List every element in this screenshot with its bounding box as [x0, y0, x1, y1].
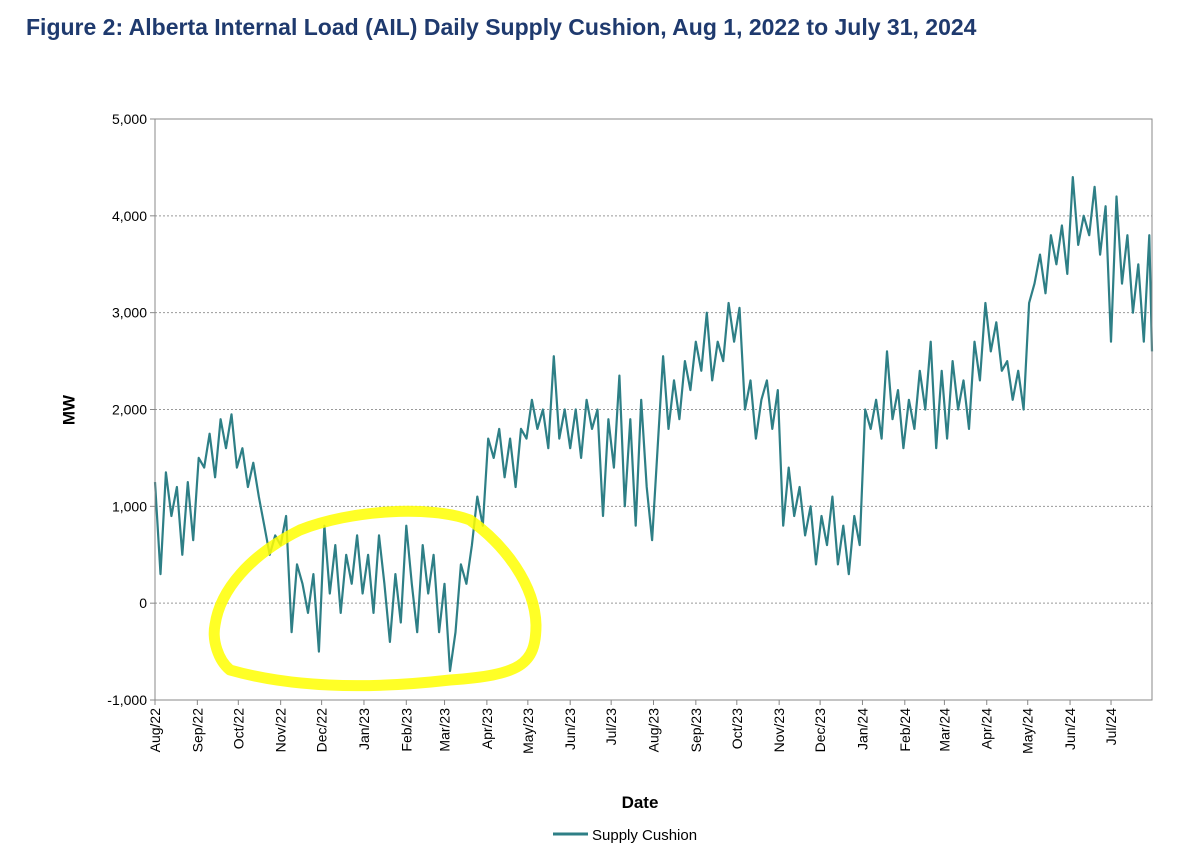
y-tick-label: 0	[139, 595, 147, 611]
y-tick-label: 4,000	[112, 208, 147, 224]
x-tick-label: Oct/22	[230, 708, 246, 749]
series-layer	[153, 176, 1154, 673]
x-axis-ticks: Aug/22 Sep/22 Oct/22 Nov/22 Dec/22 Jan/23 Feb/…	[147, 700, 1119, 754]
x-tick-label: May/23	[520, 708, 536, 754]
figure-title: Figure 2: Alberta Internal Load (AIL) Da…	[26, 14, 977, 40]
series-line-supply-cushion	[153, 176, 1154, 673]
x-tick-label: Jul/23	[603, 708, 619, 746]
y-axis-title: MW	[59, 394, 78, 425]
y-tick-label: 2,000	[112, 402, 147, 418]
gridlines	[155, 215, 1152, 604]
y-tick-label: -1,000	[107, 692, 147, 708]
x-tick-label: Oct/23	[729, 708, 745, 749]
x-tick-label: Mar/24	[936, 708, 952, 752]
plot-area-frame	[154, 118, 1153, 701]
highlight-circle	[208, 505, 542, 692]
x-tick-label: May/24	[1020, 708, 1036, 754]
legend: Supply Cushion	[553, 827, 697, 844]
y-tick-label: 3,000	[112, 305, 147, 321]
x-tick-label: Jan/23	[356, 708, 372, 750]
x-tick-label: Dec/22	[314, 708, 330, 753]
x-tick-label: Sep/23	[688, 708, 704, 753]
legend-label: Supply Cushion	[592, 827, 697, 844]
x-tick-label: Aug/22	[147, 708, 163, 753]
x-tick-label: Dec/23	[812, 708, 828, 753]
x-tick-label: Nov/22	[273, 708, 289, 753]
x-tick-label: Jun/24	[1062, 708, 1078, 750]
x-tick-label: Feb/24	[897, 708, 913, 752]
highlight-annotation	[208, 505, 542, 692]
x-tick-label: Aug/23	[646, 708, 662, 753]
y-tick-label: 5,000	[112, 111, 147, 127]
x-tick-label: Apr/23	[479, 708, 495, 749]
x-tick-label: Jun/23	[562, 708, 578, 750]
x-tick-label: Apr/24	[979, 708, 995, 749]
x-tick-label: Mar/23	[437, 708, 453, 752]
x-axis-title: Date	[622, 793, 659, 812]
y-axis-ticks: -1,000 0 1,000 2,000 3,000 4,000 5,000	[107, 111, 155, 708]
x-tick-label: Sep/22	[189, 708, 205, 753]
y-tick-label: 1,000	[112, 498, 147, 514]
x-tick-label: Jul/24	[1103, 708, 1119, 746]
x-tick-label: Feb/23	[398, 708, 414, 752]
x-tick-label: Jan/24	[854, 708, 870, 750]
x-tick-label: Nov/23	[771, 708, 787, 753]
